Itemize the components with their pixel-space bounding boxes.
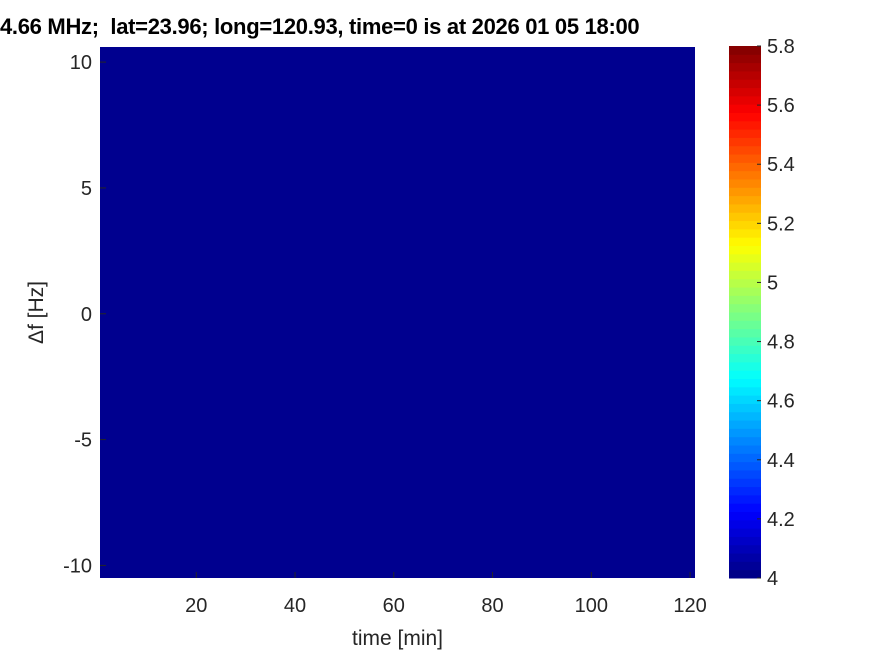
colorbar-segment <box>729 494 761 504</box>
colorbar-segment <box>729 469 761 479</box>
colorbar-segment <box>729 411 761 421</box>
colorbar-segment <box>729 237 761 246</box>
colorbar-segment <box>729 187 761 197</box>
colorbar-segment <box>729 345 761 355</box>
colorbar-segment <box>729 220 761 230</box>
y-tick-label: 10 <box>70 52 92 74</box>
colorbar-segment <box>729 312 761 321</box>
x-tick-label: 80 <box>481 595 503 617</box>
colorbar-segment <box>729 445 761 454</box>
colorbar-segment <box>729 553 761 562</box>
colorbar-segment <box>729 87 761 97</box>
colorbar-tick-label: 4 <box>767 568 778 590</box>
colorbar-segment <box>729 386 761 396</box>
colorbar-segment <box>729 569 761 579</box>
colorbar-segment <box>729 287 761 296</box>
colorbar-segment <box>729 162 761 172</box>
colorbar-segment <box>729 536 761 546</box>
colorbar-tick-label: 5.4 <box>767 154 795 176</box>
colorbar-segment <box>729 511 761 521</box>
colorbar-segment <box>729 70 761 80</box>
colorbar-segment <box>729 436 761 446</box>
colorbar-tick-label: 4.6 <box>767 391 795 413</box>
colorbar-tick-label: 4.2 <box>767 509 795 531</box>
colorbar-tick-label: 4.8 <box>767 332 795 354</box>
colorbar-segment <box>729 503 761 512</box>
colorbar-segment <box>729 212 761 222</box>
y-axis-label: Δf [Hz] <box>25 281 48 344</box>
colorbar-segment <box>729 145 761 155</box>
colorbar-segment <box>729 528 761 537</box>
colorbar-segment <box>729 353 761 363</box>
colorbar-segment <box>729 453 761 463</box>
colorbar-segment <box>729 245 761 255</box>
x-tick-label: 40 <box>284 595 306 617</box>
colorbar-segment <box>729 112 761 122</box>
colorbar-segment <box>729 295 761 305</box>
x-tick-label: 120 <box>673 595 706 617</box>
colorbar-segment <box>729 62 761 72</box>
colorbar-segment <box>729 104 761 113</box>
y-tick-label: 0 <box>81 304 92 326</box>
colorbar-segment <box>729 278 761 288</box>
colorbar-segment <box>729 79 761 89</box>
colorbar-segment <box>729 179 761 188</box>
chart-title: 4.66 MHz; lat=23.96; long=120.93, time=0… <box>0 14 640 39</box>
y-tick-label: -5 <box>74 430 92 452</box>
colorbar-tick-label: 5.8 <box>767 36 795 58</box>
colorbar-segment <box>729 95 761 105</box>
x-tick-label: 100 <box>575 595 608 617</box>
colorbar-segment <box>729 270 761 280</box>
x-tick-label: 60 <box>383 595 405 617</box>
colorbar-segment <box>729 253 761 263</box>
colorbar-segment <box>729 137 761 147</box>
colorbar-segment <box>729 54 761 64</box>
colorbar-segment <box>729 336 761 346</box>
colorbar-segment <box>729 203 761 213</box>
colorbar-segment <box>729 328 761 338</box>
colorbar-segment <box>729 395 761 404</box>
colorbar-segment <box>729 195 761 205</box>
colorbar-tick-label: 5.2 <box>767 213 795 235</box>
colorbar-segment <box>729 519 761 529</box>
colorbar-tick-label: 5.6 <box>767 95 795 117</box>
colorbar-segment <box>729 154 761 163</box>
colorbar-segment <box>729 361 761 371</box>
colorbar-segment <box>729 378 761 388</box>
x-axis-label: time [min] <box>352 627 443 650</box>
x-tick-label: 20 <box>185 595 207 617</box>
colorbar-segment <box>729 461 761 471</box>
colorbar-segment <box>729 262 761 271</box>
colorbar-segment <box>729 120 761 130</box>
y-tick-label: 5 <box>81 178 92 200</box>
colorbar-segment <box>729 170 761 180</box>
colorbar-segment <box>729 428 761 438</box>
colorbar-segment <box>729 420 761 429</box>
colorbar-segment <box>729 46 761 55</box>
colorbar-segment <box>729 403 761 413</box>
colorbar-segment <box>729 129 761 138</box>
colorbar-segment <box>729 478 761 488</box>
y-tick-label: -10 <box>63 555 92 577</box>
colorbar-tick-label: 5 <box>767 272 778 294</box>
colorbar-segment <box>729 370 761 379</box>
colorbar-segment <box>729 561 761 571</box>
colorbar-segment <box>729 228 761 238</box>
colorbar-segment <box>729 486 761 496</box>
colorbar-segment <box>729 303 761 313</box>
colorbar-tick-label: 4.4 <box>767 450 795 472</box>
heatmap-cells <box>100 47 695 578</box>
colorbar-segment <box>729 544 761 554</box>
colorbar-segment <box>729 320 761 330</box>
